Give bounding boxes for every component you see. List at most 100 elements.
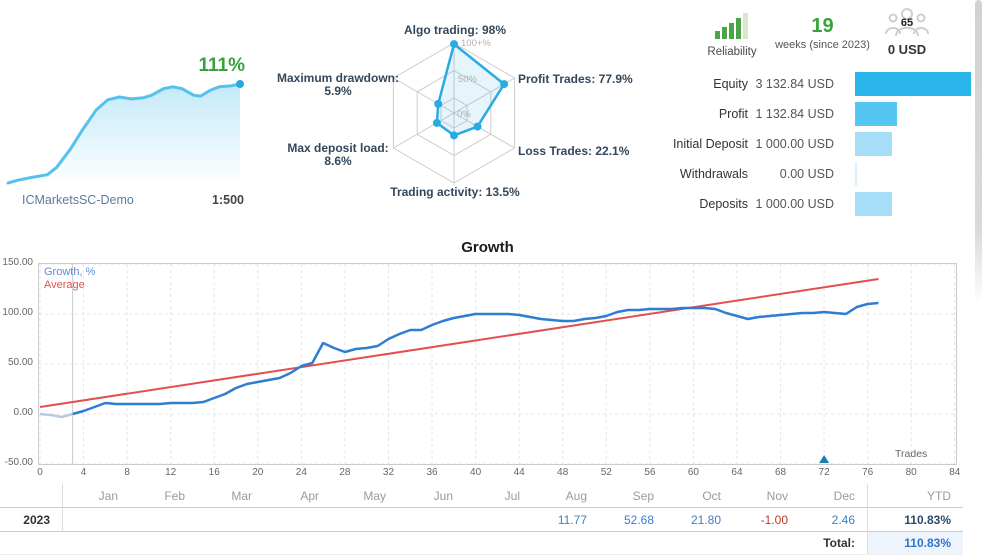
account-value: 0.00 USD xyxy=(779,167,834,181)
subscribers-count: 65 xyxy=(900,17,914,29)
monthly-value-cell xyxy=(264,508,331,532)
radar-label-deposit-load: Max deposit load: 8.6% xyxy=(287,141,389,168)
scrollbar[interactable] xyxy=(975,0,982,305)
account-row-profit: Profit 1 132.84 USD xyxy=(660,99,976,129)
growth-chart-title: Growth xyxy=(461,239,514,256)
x-tick-label: 68 xyxy=(774,467,787,478)
account-row-deposits: Deposits 1 000.00 USD xyxy=(660,189,976,219)
x-tick-label: 40 xyxy=(470,467,482,478)
account-value: 1 132.84 USD xyxy=(755,107,834,121)
x-tick-label: 64 xyxy=(731,467,743,478)
radar-label-profit-trades: Profit Trades: 77.9% xyxy=(518,72,633,86)
legend-average: Average xyxy=(44,279,85,291)
monthly-value-cell xyxy=(331,508,398,532)
month-header-cell: Oct xyxy=(666,484,733,508)
broker-name: ICMarketsSC-Demo xyxy=(22,193,134,207)
growth-chart-plot[interactable] xyxy=(38,263,957,465)
account-value: 1 000.00 USD xyxy=(755,137,834,151)
equity-sparkline-chart xyxy=(6,80,244,186)
x-tick-label: 84 xyxy=(949,467,961,478)
x-tick-label: 60 xyxy=(687,467,699,478)
weeks-label: weeks (since 2023) xyxy=(775,39,870,51)
x-tick-label: 44 xyxy=(513,467,525,478)
equity-bar xyxy=(855,72,971,96)
total-value: 110.83% xyxy=(867,532,963,555)
month-header-cell: Apr xyxy=(264,484,331,508)
legend-growth: Growth, % xyxy=(44,266,96,278)
x-tick-label: 72 xyxy=(818,467,830,478)
y-tick-label: 100.00 xyxy=(2,307,33,318)
x-tick-label: 8 xyxy=(124,467,130,478)
x-tick-label: 20 xyxy=(252,467,264,478)
account-value: 1 000.00 USD xyxy=(755,197,834,211)
initial-deposit-bar xyxy=(855,132,893,156)
account-row-initial-deposit: Initial Deposit 1 000.00 USD xyxy=(660,129,976,159)
monthly-growth-table: Jan Feb Mar Apr May Jun Jul Aug Sep Oct Nov Dec YTD 2… xyxy=(0,484,963,555)
account-row-equity: Equity 3 132.84 USD xyxy=(660,69,976,99)
reliability-block: Reliability xyxy=(687,12,777,58)
month-header-cell: Aug xyxy=(532,484,599,508)
x-tick-label: 24 xyxy=(295,467,307,478)
x-tick-label: 36 xyxy=(426,467,438,478)
month-header-spacer xyxy=(0,484,63,508)
weeks-value: 19 xyxy=(811,15,834,37)
month-header-cell: Nov xyxy=(733,484,800,508)
weeks-block: 19 weeks (since 2023) xyxy=(770,16,875,51)
growth-percent-label: 111% xyxy=(198,55,246,76)
monthly-value-cell xyxy=(398,508,465,532)
monthly-value-cell: 2.46 xyxy=(800,508,867,532)
reliability-bars-icon xyxy=(715,13,748,39)
radar-label-algo-trading: Algo trading: 98% xyxy=(403,23,506,37)
x-tick-label: 52 xyxy=(600,467,612,478)
radar-ring-100: 100+% xyxy=(461,38,491,49)
reliability-label: Reliability xyxy=(707,46,757,58)
x-tick-label: 28 xyxy=(339,467,351,478)
x-tick-label: 16 xyxy=(208,467,220,478)
radar-ring-50: 50% xyxy=(458,74,478,85)
ytd-value-cell: 110.83% xyxy=(867,508,963,532)
signal-price: 0 USD xyxy=(887,42,927,57)
month-header-cell: Jul xyxy=(465,484,532,508)
monthly-value-cell: -1.00 xyxy=(733,508,800,532)
monthly-value-cell: 11.77 xyxy=(532,508,599,532)
account-label: Initial Deposit xyxy=(672,137,748,151)
x-axis-title: Trades xyxy=(895,448,928,460)
total-label: Total: xyxy=(0,532,867,555)
month-header-cell: Dec xyxy=(800,484,867,508)
deposits-bar xyxy=(855,192,893,216)
x-tick-label: 76 xyxy=(862,467,874,478)
account-summary: Equity 3 132.84 USD Profit 1 132.84 USD … xyxy=(660,69,976,219)
x-tick-label: 4 xyxy=(80,467,87,478)
radar-label-trading-activity: Trading activity: 13.5% xyxy=(390,185,520,199)
month-header-cell: Mar xyxy=(197,484,264,508)
year-cell: 2023 xyxy=(0,508,63,532)
month-header-cell: Jan xyxy=(63,484,130,508)
x-tick-label: 0 xyxy=(37,467,43,478)
x-tick-label: 80 xyxy=(905,467,917,478)
month-header-cell: Sep xyxy=(599,484,666,508)
x-tick-label: 32 xyxy=(382,467,395,478)
radar-label-loss-trades: Loss Trades: 22.1% xyxy=(518,144,630,158)
radar-ring-0: 0% xyxy=(457,109,471,120)
account-label: Withdrawals xyxy=(679,167,748,181)
subscribers-icon xyxy=(885,8,929,37)
account-label: Deposits xyxy=(699,197,748,211)
account-value: 3 132.84 USD xyxy=(755,77,834,91)
monthly-value-cell xyxy=(197,508,264,532)
y-tick-label: 50.00 xyxy=(7,357,33,368)
account-label: Equity xyxy=(713,77,748,91)
radar-label-max-drawdown: Maximum drawdown: 5.9% xyxy=(276,71,399,98)
subscribers-block: 65 0 USD xyxy=(876,5,938,57)
withdrawals-bar xyxy=(855,162,857,186)
account-label: Profit xyxy=(718,107,748,121)
metrics-radar-chart xyxy=(392,40,516,184)
x-tick-label: 48 xyxy=(557,467,569,478)
month-header-cell: May xyxy=(331,484,398,508)
leverage-label: 1:500 xyxy=(212,193,244,207)
monthly-value-cell: 52.68 xyxy=(599,508,666,532)
profit-bar xyxy=(855,102,897,126)
y-tick-label: 0.00 xyxy=(13,407,33,418)
monthly-value-cell xyxy=(63,508,130,532)
monthly-value-cell xyxy=(465,508,532,532)
